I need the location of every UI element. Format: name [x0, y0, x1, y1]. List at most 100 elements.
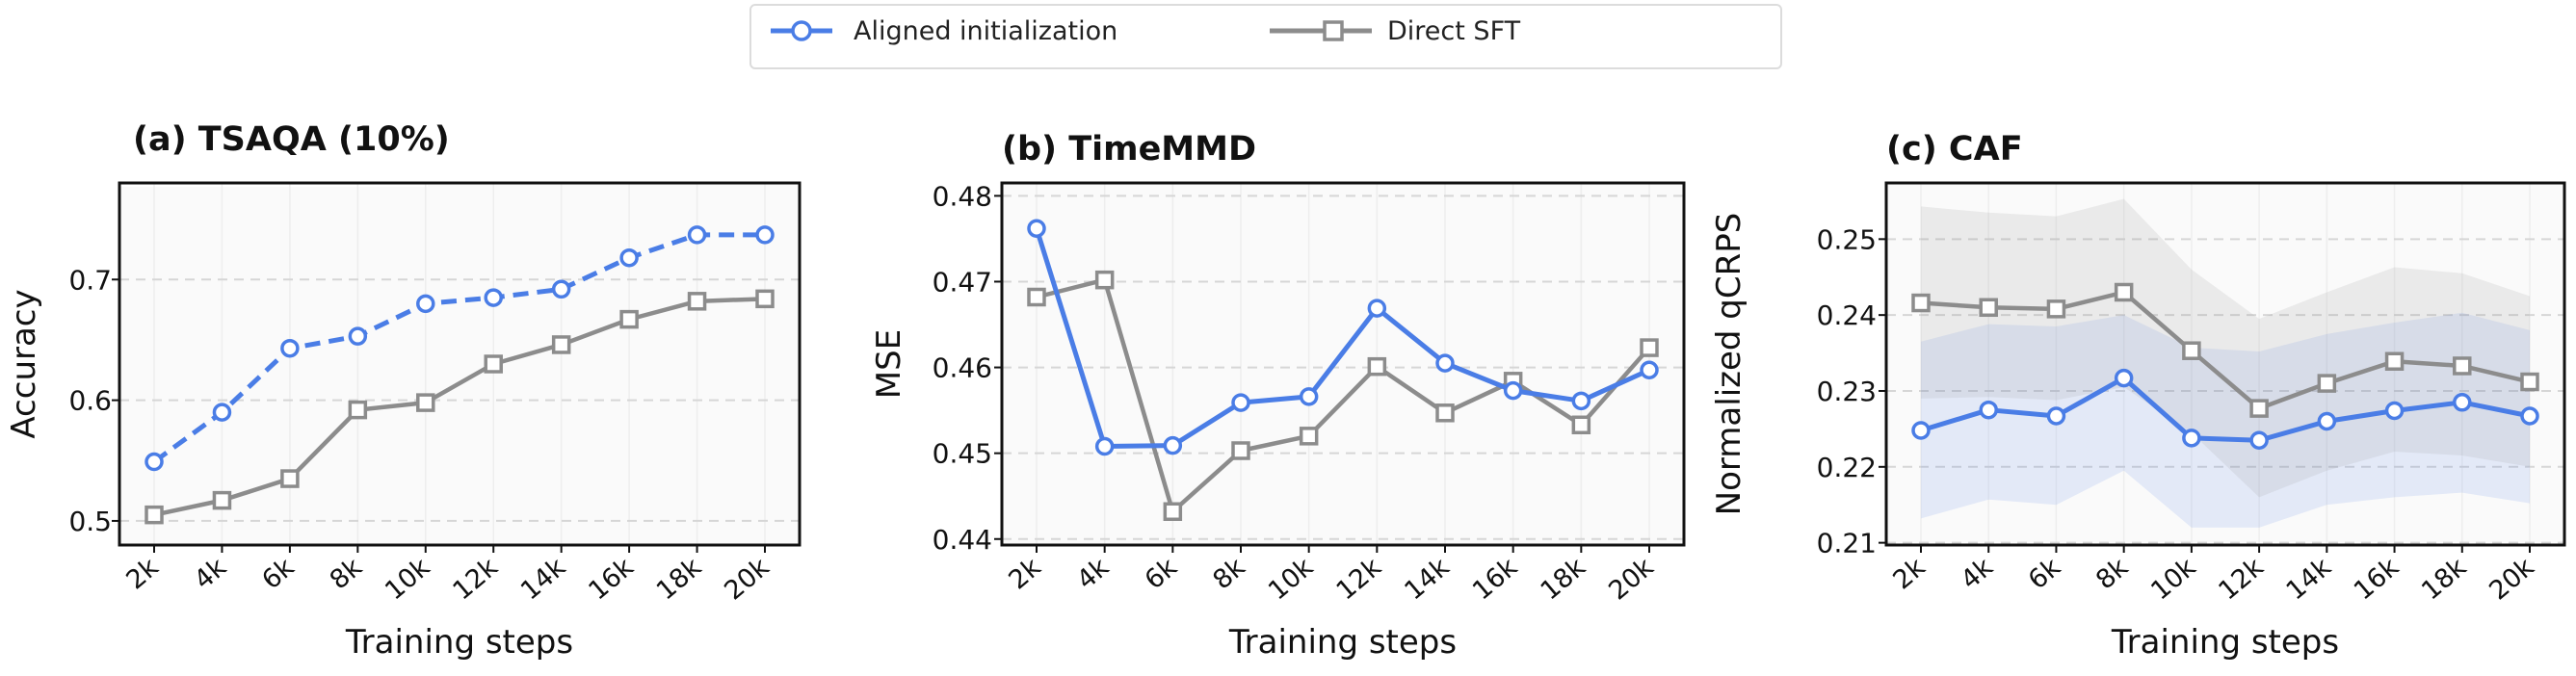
series-line-2-1	[1920, 290, 2531, 411]
legend-frame	[749, 4, 1782, 69]
xtick-label-1-3: 8k	[1207, 552, 1250, 595]
point-2-0-4	[2182, 429, 2201, 448]
plot-area-0	[119, 183, 800, 545]
point-2-0-1	[1979, 400, 1998, 420]
series-line-1-0	[1034, 227, 1651, 450]
xtick-label-2-0: 2k	[1887, 552, 1931, 595]
title-box-0	[118, 173, 428, 187]
point-1-1-8	[1571, 415, 1591, 435]
xtick-label-0-3: 8k	[325, 552, 368, 595]
point-0-0-7	[619, 247, 639, 268]
plot-frame-1	[1000, 181, 1686, 547]
ytick-label-2-3: 0.24	[1817, 299, 1877, 331]
point-2-1-4	[2182, 341, 2201, 360]
legend-label-1: Direct SFT	[1387, 16, 1521, 46]
point-0-1-9	[755, 289, 775, 309]
point-0-0-0	[145, 452, 164, 472]
point-1-1-4	[1299, 427, 1319, 446]
xtick-label-1-5: 12k	[1331, 552, 1388, 606]
point-0-1-4	[416, 393, 435, 412]
xtick-label-0-5: 12k	[447, 552, 504, 606]
point-1-1-1	[1094, 270, 1115, 290]
point-2-0-9	[2520, 406, 2539, 426]
confidence-band-2-1	[1921, 198, 2530, 498]
point-2-0-5	[2249, 430, 2269, 450]
chart-title-2: (c) CAF	[1886, 130, 2023, 169]
xtick-label-0-8: 18k	[651, 552, 708, 606]
point-0-0-4	[416, 294, 435, 314]
legend-label-0: Aligned initialization	[854, 16, 1117, 46]
xtick-label-0-1: 4k	[189, 552, 232, 595]
point-2-1-6	[2317, 374, 2337, 393]
ytick-label-2-2: 0.23	[1817, 376, 1877, 407]
xtick-label-2-4: 10k	[2145, 552, 2202, 606]
series-line-2-0	[1920, 376, 2531, 443]
plot-frame-2	[1884, 181, 2566, 547]
xtick-label-2-9: 20k	[2484, 552, 2540, 606]
xtick-label-1-2: 6k	[1140, 552, 1183, 595]
xtick-label-0-4: 10k	[380, 552, 436, 606]
ytick-label-1-3: 0.47	[933, 266, 992, 298]
point-1-1-2	[1163, 502, 1183, 522]
ytick-label-1-4: 0.48	[933, 180, 992, 212]
point-2-0-8	[2453, 393, 2472, 412]
xtick-label-2-5: 12k	[2213, 552, 2270, 606]
point-0-1-3	[348, 400, 368, 420]
ytick-label-1-0: 0.44	[933, 524, 992, 556]
x-axis-label-2: Training steps	[2111, 623, 2339, 662]
y-axis-label-2: Normalized qCRPS	[1710, 213, 1748, 516]
point-1-0-4	[1299, 387, 1319, 406]
point-1-0-0	[1027, 219, 1046, 238]
xtick-label-0-7: 16k	[583, 552, 640, 606]
xtick-label-2-6: 14k	[2281, 552, 2338, 606]
point-0-1-6	[551, 335, 571, 354]
point-0-0-6	[551, 279, 571, 299]
point-2-1-2	[2046, 299, 2066, 319]
xtick-label-1-6: 14k	[1399, 552, 1456, 606]
point-2-1-9	[2520, 372, 2539, 392]
chart-title-1: (b) TimeMMD	[1002, 130, 1256, 169]
point-1-1-5	[1367, 356, 1387, 377]
point-0-1-7	[619, 309, 639, 329]
point-2-0-7	[2384, 401, 2405, 421]
xtick-label-2-8: 18k	[2416, 552, 2473, 606]
point-1-0-8	[1571, 391, 1591, 411]
legend-marker-square	[1323, 20, 1344, 41]
xtick-label-1-4: 10k	[1263, 552, 1320, 606]
point-2-0-6	[2317, 411, 2337, 431]
point-1-0-1	[1094, 436, 1115, 456]
ytick-label-0-1: 0.6	[68, 385, 112, 417]
series-line-0-0	[152, 232, 765, 464]
ytick-label-2-1: 0.22	[1817, 452, 1877, 483]
point-2-1-3	[2114, 282, 2134, 302]
point-2-0-3	[2114, 368, 2134, 388]
point-1-0-3	[1231, 393, 1250, 412]
point-1-1-0	[1027, 287, 1046, 307]
point-0-0-2	[280, 338, 300, 358]
point-0-1-8	[687, 292, 707, 311]
point-0-1-0	[145, 505, 164, 525]
series-line-0-1	[153, 297, 766, 517]
xtick-label-1-1: 4k	[1071, 552, 1115, 595]
xtick-label-2-3: 8k	[2090, 552, 2134, 595]
legend-marker-circle	[791, 20, 812, 41]
point-0-0-3	[348, 326, 368, 346]
x-axis-label-0: Training steps	[345, 623, 573, 662]
point-1-0-7	[1503, 380, 1523, 401]
xtick-label-1-7: 16k	[1467, 552, 1524, 606]
ytick-label-1-1: 0.45	[933, 438, 992, 470]
point-0-1-5	[484, 354, 503, 374]
plot-frame-0	[118, 181, 802, 547]
point-2-0-2	[2046, 406, 2066, 426]
point-2-1-5	[2249, 399, 2269, 418]
xtick-label-1-8: 18k	[1536, 552, 1592, 606]
point-2-1-1	[1979, 298, 1998, 318]
xtick-label-2-2: 6k	[2023, 552, 2066, 595]
xtick-label-0-9: 20k	[719, 552, 775, 606]
point-1-0-9	[1640, 360, 1659, 379]
point-1-0-6	[1435, 353, 1455, 373]
point-0-1-1	[212, 490, 232, 510]
point-0-0-8	[687, 225, 707, 245]
xtick-label-0-2: 6k	[256, 552, 300, 595]
